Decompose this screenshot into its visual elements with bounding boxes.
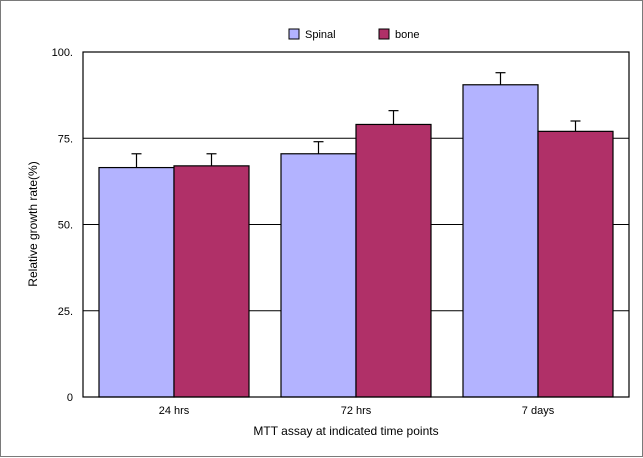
y-tick-label: 0	[67, 392, 73, 404]
y-tick-label: 75.	[58, 133, 73, 145]
bar	[537, 130, 614, 398]
legend-label: Spinal	[305, 29, 336, 41]
y-tick-label: 25.	[58, 306, 73, 318]
x-tick-label: 72 hrs	[341, 405, 372, 417]
bar	[355, 123, 432, 398]
bar	[280, 153, 357, 398]
legend-swatch	[378, 28, 390, 40]
plot-border	[82, 51, 630, 398]
bar	[462, 84, 539, 398]
bars	[98, 72, 614, 398]
legend-label: bone	[395, 29, 419, 41]
y-tick-label: 50.	[58, 220, 73, 232]
y-axis-title: Relative growth rate(%)	[26, 161, 40, 286]
y-tick-label: 100.	[52, 47, 73, 59]
legend: Spinal bone	[288, 28, 419, 41]
x-tick-label: 7 days	[522, 405, 555, 417]
bar	[173, 165, 250, 398]
axes: 0 25. 50. 75. 100. 24 hrs 72 hrs 7 days	[52, 47, 630, 417]
x-axis-title: MTT assay at indicated time points	[253, 424, 438, 438]
bar	[98, 166, 175, 398]
x-tick-label: 24 hrs	[159, 405, 190, 417]
legend-swatch	[288, 28, 300, 40]
